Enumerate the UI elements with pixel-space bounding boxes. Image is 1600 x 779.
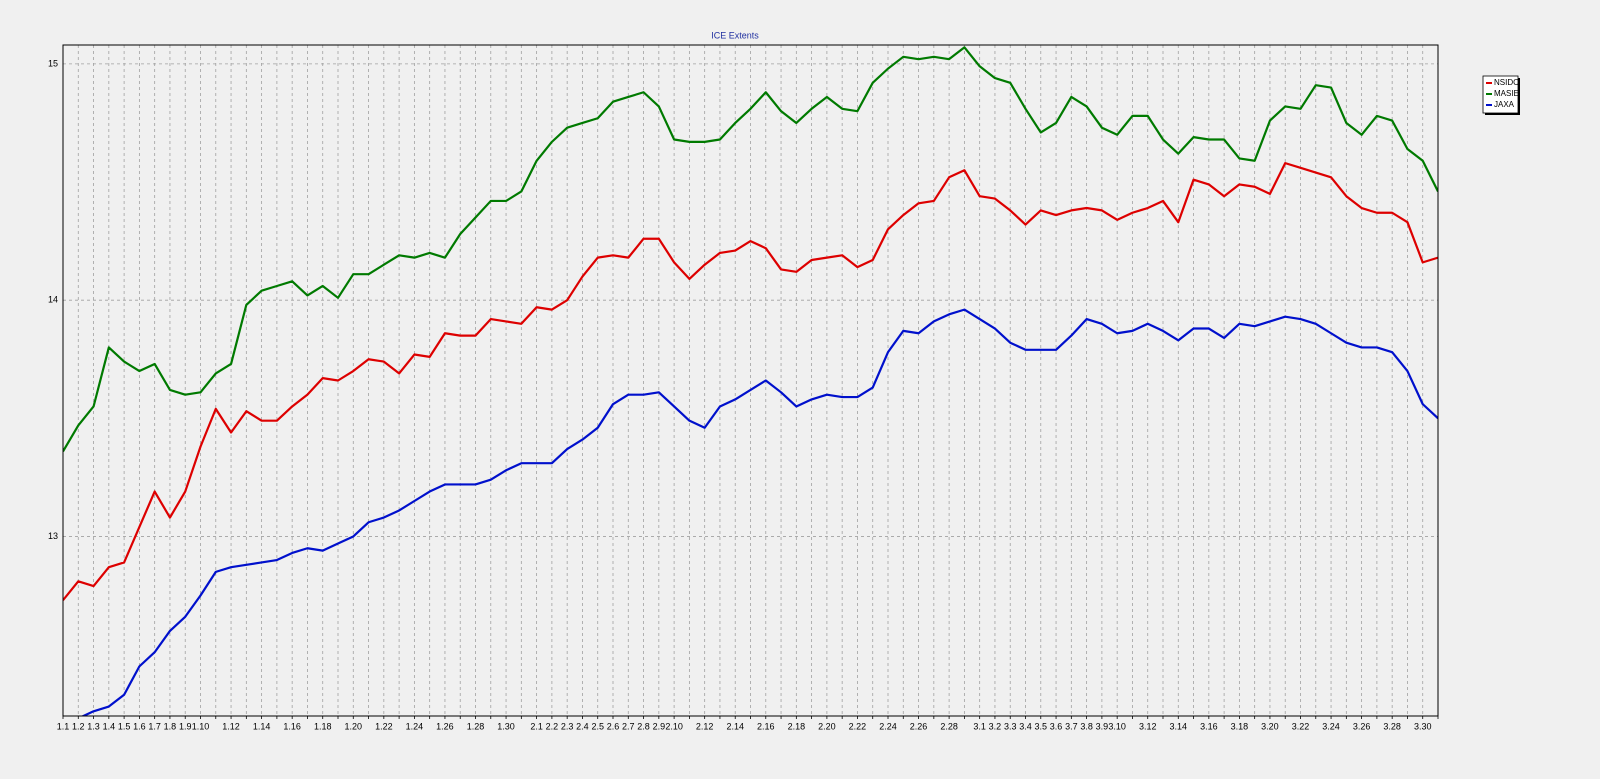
series-group [63, 162, 1438, 601]
x-tick-label: 1.8 [164, 721, 177, 731]
x-tick-label: 1.22 [375, 721, 393, 731]
x-tick-label: 3.26 [1353, 721, 1371, 731]
x-tick-label: 2.24 [879, 721, 897, 731]
x-tick-label: 1.3 [87, 721, 100, 731]
x-tick-label: 3.24 [1322, 721, 1340, 731]
x-tick-label: 3.12 [1139, 721, 1157, 731]
x-tick-label: 3.8 [1080, 721, 1093, 731]
x-tick-label: 1.28 [467, 721, 485, 731]
x-tick-label: 1.2 [72, 721, 85, 731]
x-tick-label: 1.16 [283, 721, 301, 731]
x-tick-label: 2.7 [622, 721, 635, 731]
x-tick-label: 3.3 [1004, 721, 1017, 731]
x-tick-label: 3.1 [973, 721, 986, 731]
x-tick-label: 3.10 [1108, 721, 1126, 731]
x-tick-label: 2.4 [576, 721, 589, 731]
plot-border [62, 44, 1439, 717]
x-tick-label: 3.4 [1019, 721, 1032, 731]
x-tick-label: 3.28 [1383, 721, 1401, 731]
x-tick-label: 1.10 [192, 721, 210, 731]
x-tick-label: 1.12 [222, 721, 240, 731]
x-tick-label: 2.14 [726, 721, 744, 731]
x-tick-label: 3.9 [1096, 721, 1109, 731]
x-tick-label: 1.24 [406, 721, 424, 731]
legend-label: NSIDC [1494, 78, 1519, 87]
x-tick-label: 3.14 [1170, 721, 1188, 731]
x-tick-label: 1.30 [497, 721, 515, 731]
x-tick-label: 2.9 [653, 721, 666, 731]
x-tick-label: 3.16 [1200, 721, 1218, 731]
x-tick-label: 1.5 [118, 721, 131, 731]
x-tick-label: 1.14 [253, 721, 271, 731]
legend-label: JAXA [1494, 100, 1515, 109]
series-group [80, 308, 1438, 716]
x-tick-label: 2.10 [665, 721, 683, 731]
x-tick-label: 2.22 [849, 721, 867, 731]
x-tick-label: 1.1 [57, 721, 70, 731]
x-tick-label: 2.20 [818, 721, 836, 731]
x-tick-label: 3.2 [989, 721, 1002, 731]
x-tick-label: 1.18 [314, 721, 332, 731]
x-tick-label: 2.26 [910, 721, 928, 731]
x-tick-label: 2.18 [788, 721, 806, 731]
x-tick-label: 2.6 [607, 721, 620, 731]
x-tick-label: 2.28 [940, 721, 958, 731]
x-tick-label: 3.5 [1035, 721, 1048, 731]
x-tick-label: 2.2 [546, 721, 559, 731]
x-tick-label: 2.3 [561, 721, 574, 731]
y-tick-label: 15 [48, 58, 58, 68]
x-tick-label: 2.8 [637, 721, 650, 731]
x-tick-label: 1.20 [345, 721, 363, 731]
y-tick-label: 14 [48, 295, 58, 305]
x-tick-label: 1.7 [148, 721, 161, 731]
x-tick-label: 1.6 [133, 721, 146, 731]
series-line [63, 46, 1438, 452]
x-tick-label: 1.26 [436, 721, 454, 731]
x-tick-label: 2.5 [591, 721, 604, 731]
x-tick-label: 2.12 [696, 721, 714, 731]
x-tick-label: 3.6 [1050, 721, 1063, 731]
series-group [63, 46, 1438, 452]
legend-label: MASIE [1494, 89, 1519, 98]
x-tick-label: 3.30 [1414, 721, 1432, 731]
series-line [63, 162, 1438, 601]
x-tick-label: 3.18 [1231, 721, 1249, 731]
series-line [80, 308, 1438, 716]
x-tick-label: 1.4 [103, 721, 116, 731]
x-tick-label: 3.7 [1065, 721, 1078, 731]
y-tick-label: 13 [48, 531, 58, 541]
chart-title: ICE Extents [711, 30, 759, 40]
x-tick-label: 1.9 [179, 721, 192, 731]
x-tick-label: 2.16 [757, 721, 775, 731]
x-tick-label: 3.22 [1292, 721, 1310, 731]
x-tick-label: 2.1 [530, 721, 543, 731]
x-tick-label: 3.20 [1261, 721, 1279, 731]
